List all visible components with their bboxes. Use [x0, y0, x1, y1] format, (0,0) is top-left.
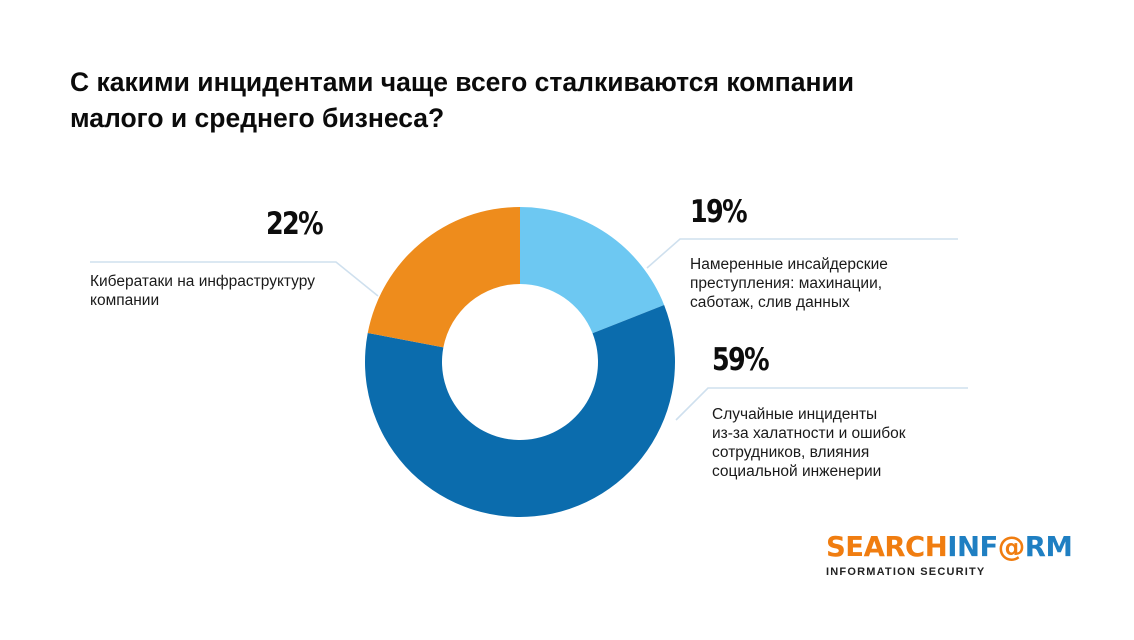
- chart-title-line-1: С какими инцидентами чаще всего сталкива…: [70, 67, 855, 97]
- donut-slices: [365, 207, 676, 518]
- donut-slice-accidental: [365, 304, 676, 518]
- logo-part-inf: INF: [947, 531, 998, 563]
- slice-label-cyberattacks-line-1: Кибератаки на инфраструктуру: [90, 273, 315, 290]
- slice-label-cyberattacks-line-2: компании: [90, 292, 160, 309]
- logo-wordmark: SEARCHINF@RM: [826, 531, 1073, 563]
- chart-title-line-2: малого и среднего бизнеса?: [70, 103, 445, 133]
- percent-label-cyberattacks: 22%: [266, 206, 324, 242]
- slice-label-accidental-line-1: Случайные инциденты: [712, 406, 878, 423]
- slice-label-insider-line-3: саботаж, слив данных: [690, 294, 850, 311]
- slice-label-accidental-line-3: сотрудников, влияния: [712, 444, 870, 461]
- donut-slice-insider: [520, 207, 665, 334]
- slice-label-accidental: Случайные инциденты из-за халатности и о…: [712, 405, 906, 481]
- logo-part-rm: RM: [1024, 531, 1073, 563]
- leader-lines: [90, 238, 968, 421]
- leader-line-accidental: [675, 387, 968, 421]
- logo-tagline: INFORMATION SECURITY: [826, 566, 986, 578]
- donut-slice-cyberattacks: [367, 207, 520, 348]
- logo-part-search: SEARCH: [826, 531, 948, 563]
- slice-label-cyberattacks: Кибератаки на инфраструктуру компании: [90, 272, 315, 310]
- chart-title: С какими инцидентами чаще всего сталкива…: [70, 64, 1030, 136]
- leader-line-insider: [646, 238, 958, 269]
- slice-label-accidental-line-2: из-за халатности и ошибок: [712, 425, 906, 442]
- percent-label-insider: 19%: [690, 194, 748, 230]
- searchinform-logo: SEARCHINF@RM INFORMATION SECURITY: [826, 531, 1073, 578]
- slice-label-insider-line-1: Намеренные инсайдерские: [690, 256, 888, 273]
- percent-label-accidental: 59%: [712, 342, 770, 378]
- slice-label-insider: Намеренные инсайдерские преступления: ма…: [690, 255, 888, 312]
- logo-part-o: @: [997, 531, 1026, 563]
- slice-label-insider-line-2: преступления: махинации,: [690, 275, 883, 292]
- slice-label-accidental-line-4: социальной инженерии: [712, 463, 882, 480]
- leader-line-cyberattacks: [90, 261, 379, 297]
